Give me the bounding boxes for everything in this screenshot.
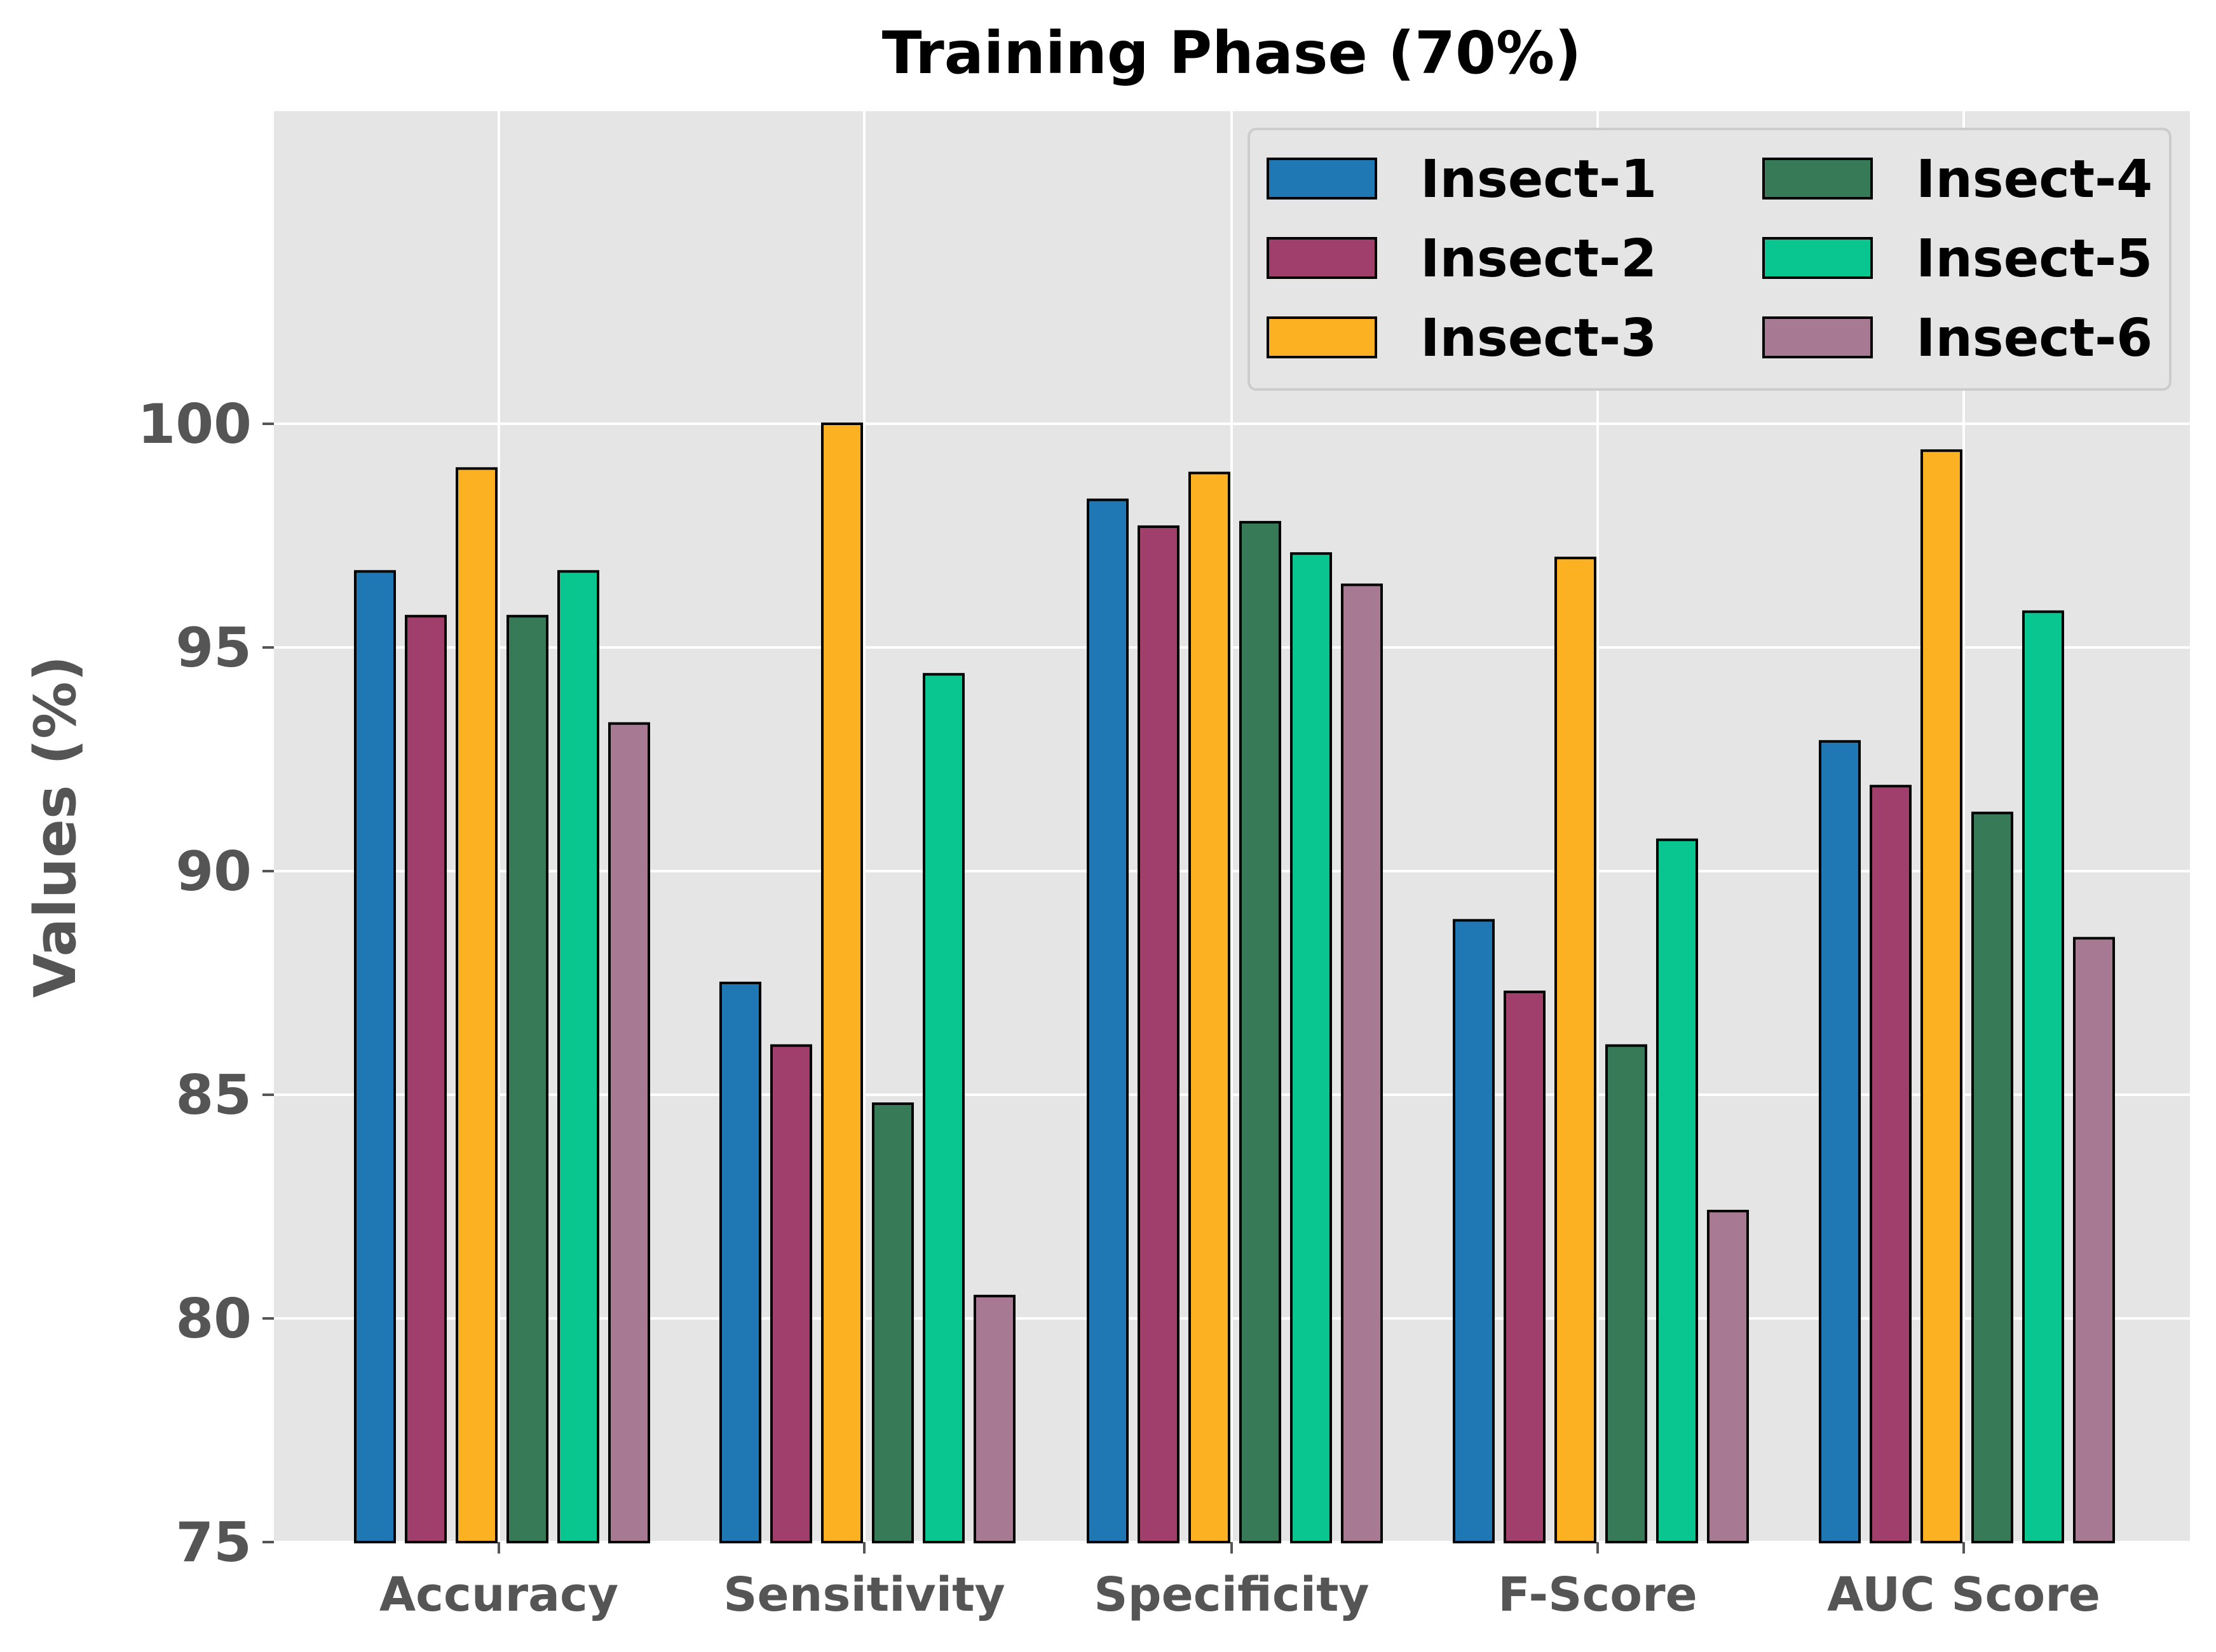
x-tick-label: Sensitivity xyxy=(723,1567,1005,1622)
chart-title: Training Phase (70%) xyxy=(882,19,1582,87)
bar-insect-1-accuracy xyxy=(354,570,396,1544)
bar-insect-3-accuracy xyxy=(456,467,498,1543)
bar-insect-5-accuracy xyxy=(557,570,599,1544)
bar-insect-4-specificity xyxy=(1239,520,1281,1543)
legend-swatch-insect-3 xyxy=(1267,316,1377,358)
bars xyxy=(354,423,2115,1544)
bar-insect-3-specificity xyxy=(1188,471,1230,1544)
bar-insect-6-f-score xyxy=(1707,1210,1749,1544)
bar-insect-2-accuracy xyxy=(405,614,447,1543)
y-tick-label: 95 xyxy=(175,616,252,680)
bar-insect-1-f-score xyxy=(1453,919,1495,1543)
bar-insect-4-f-score xyxy=(1605,1044,1647,1544)
legend-swatch-insect-6 xyxy=(1762,316,1873,358)
y-tick-label: 90 xyxy=(175,840,252,904)
x-tick-label: AUC Score xyxy=(1827,1567,2100,1622)
y-tick-label: 100 xyxy=(137,393,252,456)
legend-swatch-insect-4 xyxy=(1762,158,1873,200)
bar-insect-5-specificity xyxy=(1290,552,1332,1543)
legend-box xyxy=(1247,128,2172,391)
legend-label-insect-6: Insect-6 xyxy=(1916,308,2152,369)
legend-label-insect-3: Insect-3 xyxy=(1420,308,1657,369)
bar-insect-1-auc-score xyxy=(1819,740,1861,1543)
bar-insect-6-sensitivity xyxy=(974,1294,1016,1544)
bar-insect-2-specificity xyxy=(1138,525,1179,1543)
legend-label-insect-1: Insect-1 xyxy=(1420,149,1657,210)
y-tick-label: 80 xyxy=(175,1287,252,1351)
y-axis-label: Values (%) xyxy=(22,656,89,998)
bar-insect-3-f-score xyxy=(1554,557,1596,1544)
bar-insect-6-specificity xyxy=(1341,583,1383,1544)
legend-swatch-insect-2 xyxy=(1267,237,1377,279)
y-tick-label: 85 xyxy=(175,1064,252,1127)
bar-insect-1-sensitivity xyxy=(719,982,761,1543)
legend-swatch-insect-5 xyxy=(1762,237,1873,279)
legend-swatch-insect-1 xyxy=(1267,158,1377,200)
legend-label-insect-2: Insect-2 xyxy=(1420,229,1657,289)
bar-insect-5-auc-score xyxy=(2022,610,2064,1543)
bar-insect-3-auc-score xyxy=(1920,449,1962,1543)
bar-insect-4-auc-score xyxy=(1971,811,2013,1543)
legend-label-insect-4: Insect-4 xyxy=(1916,149,2152,210)
bar-insect-1-specificity xyxy=(1087,498,1129,1543)
y-tick-label: 75 xyxy=(175,1511,252,1574)
bar-insect-2-auc-score xyxy=(1870,785,1912,1543)
bar-insect-3-sensitivity xyxy=(821,423,863,1543)
legend-label-insect-5: Insect-5 xyxy=(1916,229,2152,289)
bar-insect-2-f-score xyxy=(1504,991,1546,1543)
bar-insect-2-sensitivity xyxy=(770,1044,812,1544)
bar-insect-4-accuracy xyxy=(506,614,548,1543)
bar-insect-5-sensitivity xyxy=(923,673,965,1543)
x-tick-label: Accuracy xyxy=(379,1567,618,1622)
bar-insect-6-auc-score xyxy=(2073,937,2115,1543)
bar-insect-6-accuracy xyxy=(608,722,650,1543)
legend: Insect-1 Insect-2 Insect-3 Insect-4 Insect-5… xyxy=(1247,128,2172,391)
bar-insect-5-f-score xyxy=(1656,838,1698,1543)
axes: 75 80 85 90 95 100 Accuracy Sensitivity Specific… xyxy=(137,393,2100,1622)
x-tick-label: Specificity xyxy=(1094,1567,1369,1622)
x-tick-label: F-Score xyxy=(1498,1567,1697,1622)
bar-insect-4-sensitivity xyxy=(872,1102,914,1543)
